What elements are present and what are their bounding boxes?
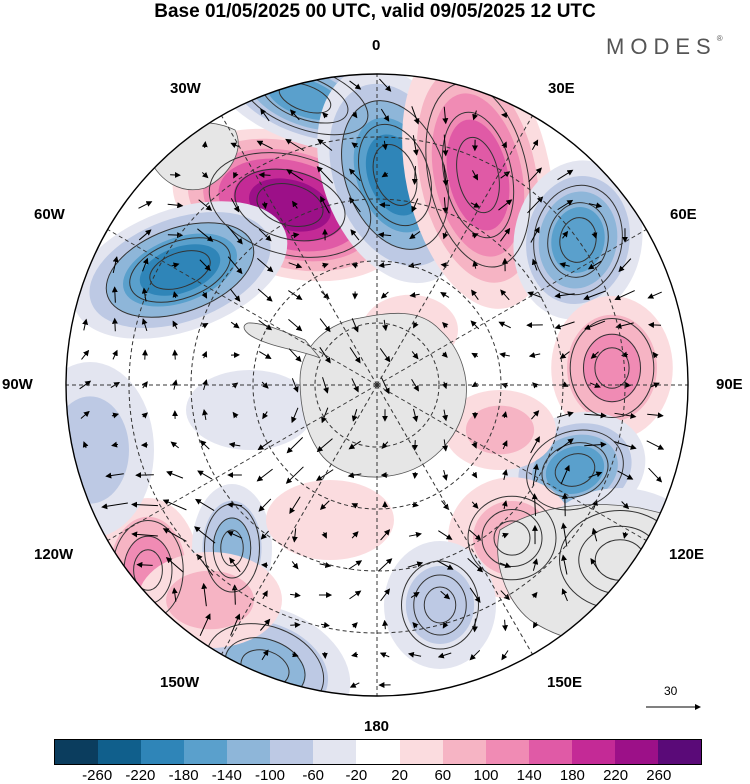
colorbar-swatch — [615, 740, 658, 764]
wind-vector — [502, 115, 508, 116]
colorbar-tick-label: -220 — [125, 767, 155, 784]
colorbar-swatch — [184, 740, 227, 764]
label-0: 0 — [372, 37, 380, 54]
colorbar-swatch — [270, 740, 313, 764]
colorbar-swatch — [98, 740, 141, 764]
colorbar-tick-label: 20 — [391, 767, 408, 784]
colorbar-tick-label: 220 — [603, 767, 628, 784]
label-30w: 30W — [170, 80, 201, 97]
colorbar-swatch — [572, 740, 615, 764]
label-120e: 120E — [669, 546, 704, 563]
colorbar-swatch — [227, 740, 270, 764]
anomaly-shade — [266, 480, 394, 560]
wind-vector — [325, 652, 326, 658]
colorbar-tick-label: -60 — [302, 767, 324, 784]
colorbar-swatch — [356, 740, 399, 764]
colorbar-swatch — [486, 740, 529, 764]
wind-vector — [649, 325, 661, 326]
colorbar-swatch — [141, 740, 184, 764]
colorbar-tick-label: -100 — [255, 767, 285, 784]
colorbar-tick-label: 140 — [517, 767, 542, 784]
colorbar-swatch — [313, 740, 356, 764]
colorbar-swatch — [529, 740, 572, 764]
colorbar-swatch — [55, 740, 98, 764]
colorbar-swatch — [443, 740, 486, 764]
label-150w: 150W — [160, 674, 199, 691]
label-180: 180 — [364, 718, 389, 735]
anomaly-shade — [166, 571, 254, 630]
label-60w: 60W — [34, 206, 65, 223]
colorbar-tick-label: 260 — [646, 767, 671, 784]
colorbar-tick-label: -260 — [82, 767, 112, 784]
label-30e: 30E — [548, 80, 575, 97]
wind-vector — [290, 625, 300, 626]
label-120w: 120W — [34, 546, 73, 563]
label-90e: 90E — [716, 376, 743, 393]
wind-vector — [415, 440, 416, 450]
anomaly-shade — [406, 566, 474, 644]
colorbar-swatch — [400, 740, 443, 764]
colorbar-tick-label: 60 — [434, 767, 451, 784]
colorbar-tick-label: -140 — [212, 767, 242, 784]
colorbar — [54, 739, 702, 765]
colorbar-tick-label: 100 — [473, 767, 498, 784]
wind-vector — [115, 319, 116, 332]
wind-vector — [415, 472, 416, 478]
reference-vector-label: 30 — [664, 684, 677, 698]
label-60e: 60E — [670, 206, 697, 223]
colorbar-tick-label: 180 — [560, 767, 585, 784]
colorbar-tick-label: -20 — [346, 767, 368, 784]
anomaly-shade — [51, 396, 129, 503]
label-150e: 150E — [547, 674, 582, 691]
anomaly-shade — [186, 370, 314, 450]
label-90w: 90W — [2, 376, 33, 393]
wind-vector — [175, 350, 176, 359]
colorbar-tick-label: -180 — [169, 767, 199, 784]
colorbar-swatch — [658, 740, 701, 764]
wind-vector — [380, 205, 390, 206]
